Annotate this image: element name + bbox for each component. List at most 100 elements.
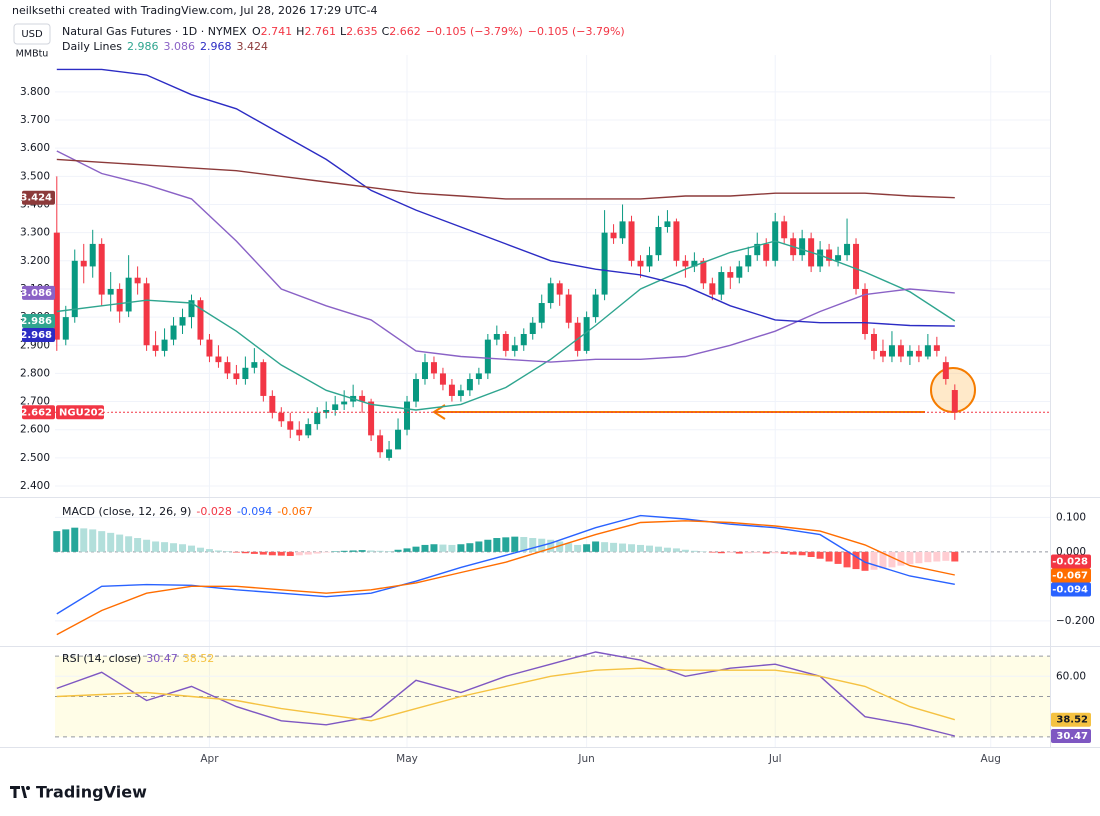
candle-body (134, 277, 141, 284)
candle-body (116, 288, 123, 312)
rsi-ma-value: 38.52 (183, 652, 215, 665)
histogram-bar (80, 528, 88, 552)
histogram-bar (681, 549, 689, 552)
histogram-bar (744, 551, 752, 554)
histogram-bar (412, 546, 420, 552)
candle-body (556, 283, 563, 295)
histogram-bar (484, 539, 492, 552)
candle-body (296, 429, 303, 436)
histogram-bar (852, 551, 860, 570)
histogram-bar (152, 541, 160, 552)
y-tick-label: 3.300 (20, 227, 50, 239)
histogram-bar (295, 551, 303, 556)
histogram-bar (583, 544, 591, 552)
candle-body (924, 345, 931, 357)
y-tick-label: 3.800 (20, 86, 50, 98)
candle-body (439, 373, 446, 385)
histogram-bar (322, 551, 330, 553)
candle-body (682, 260, 689, 267)
histogram-bar (385, 551, 393, 552)
candle-body (601, 232, 608, 295)
candle-body (404, 401, 411, 430)
y-tick-label: 2.800 (20, 367, 50, 379)
candle-body (628, 221, 635, 261)
currency-box[interactable] (13, 23, 51, 45)
candle-body (844, 243, 851, 256)
histogram-bar (529, 538, 537, 552)
candle-body (826, 249, 833, 261)
line-value: 2.986 (127, 40, 159, 53)
histogram-bar (592, 541, 600, 552)
candle-body (107, 288, 114, 295)
histogram-bar (556, 541, 564, 552)
candle-body (314, 412, 321, 425)
histogram-bar (717, 551, 725, 554)
candle-body (592, 294, 599, 318)
histogram-bar (807, 551, 815, 558)
histogram-bar (798, 551, 806, 556)
histogram-bar (161, 542, 169, 552)
candle-body (951, 390, 958, 413)
candle-body (466, 379, 473, 391)
price-badge (22, 405, 55, 420)
signal-value: -0.067 (277, 505, 312, 518)
price-badge-label: 3.086 (20, 288, 52, 299)
ohlc-label: H (296, 25, 304, 38)
candle-body (287, 421, 294, 430)
histogram-bar (223, 551, 231, 552)
candle-body (709, 283, 716, 295)
candle-body (260, 362, 267, 396)
y-tick-label: −0.200 (1056, 615, 1095, 627)
candle-body (89, 243, 96, 267)
price-badge-label: 2.986 (20, 316, 52, 327)
histogram-bar (708, 551, 716, 553)
candle-body (98, 243, 105, 295)
candle-body (368, 401, 375, 436)
y-tick-label: 2.900 (20, 339, 50, 351)
open-value: 2.741 (261, 25, 293, 38)
hist-value: -0.028 (196, 505, 231, 518)
histogram-bar (286, 551, 294, 556)
currency[interactable]: USD (21, 29, 43, 40)
candle-body (520, 333, 527, 346)
histogram-bar (726, 551, 734, 553)
candle-body (359, 395, 366, 402)
histogram-bar (232, 551, 240, 553)
histogram-bar (861, 551, 869, 571)
histogram-bar (475, 541, 483, 552)
histogram-bar (690, 550, 698, 552)
indicator-line (56, 651, 955, 737)
candle-body (62, 317, 69, 340)
candle-body (888, 345, 895, 357)
histogram-bar (637, 544, 645, 552)
line-value: 2.968 (200, 40, 232, 53)
histogram-bar (502, 537, 510, 552)
macd-value: -0.094 (237, 505, 272, 518)
high-value: 2.761 (304, 25, 336, 38)
candle-body (538, 303, 545, 323)
histogram-bar (699, 551, 707, 552)
indicator-line (56, 667, 955, 722)
histogram-bar (825, 551, 833, 562)
candle-body (233, 373, 240, 380)
candle-body (377, 435, 384, 453)
candle-body (206, 339, 213, 357)
candle-body (565, 294, 572, 323)
lines-label: Daily Lines (62, 40, 122, 53)
histogram-bar (134, 538, 142, 552)
histogram-bar (394, 549, 402, 552)
y-tick-label: 3.500 (20, 170, 50, 182)
histogram-bar (277, 551, 285, 556)
candle-body (448, 384, 455, 396)
line-value: 3.424 (236, 40, 268, 53)
y-tick-label: 0.100 (1056, 511, 1086, 523)
logo-mark (10, 786, 27, 798)
candle-body (269, 395, 276, 413)
candle-body (475, 373, 482, 380)
price-badge (1051, 582, 1091, 597)
candle-body (781, 221, 788, 239)
histogram-bar (466, 543, 474, 552)
histogram-bar (619, 543, 627, 552)
x-tick-label: May (396, 753, 418, 765)
